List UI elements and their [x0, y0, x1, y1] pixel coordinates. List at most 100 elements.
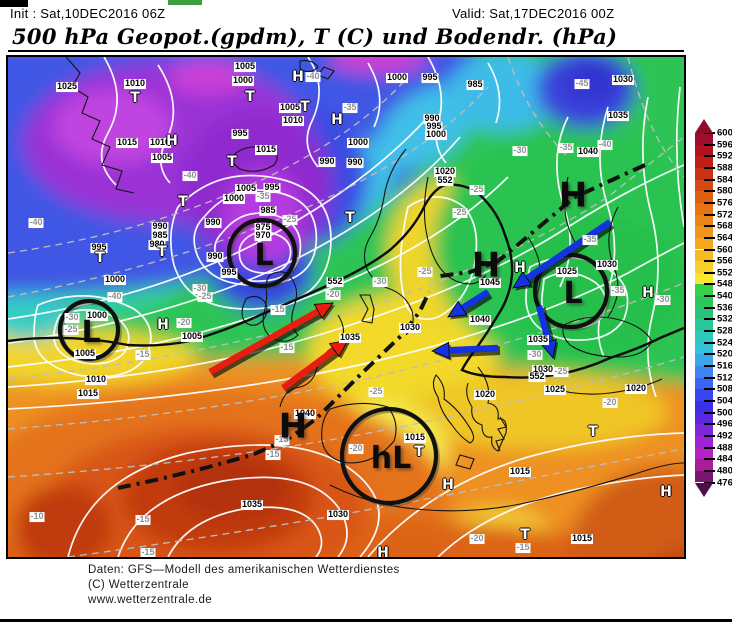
legend-value-label: 596	[717, 139, 732, 151]
legend-value-label: 496	[717, 418, 732, 430]
title-divider	[8, 50, 684, 52]
pressure-label: 1020	[473, 389, 497, 400]
pressure-label: 1005	[150, 152, 174, 163]
pressure-label: 1000	[385, 72, 409, 83]
annotated-high-symbol: H	[558, 175, 588, 216]
legend-band	[695, 214, 713, 227]
legend-band	[695, 459, 713, 471]
height-552-label: 552	[436, 175, 454, 186]
pressure-label: 1010	[84, 374, 108, 385]
low-marker-t: T	[414, 444, 424, 460]
legend-tick	[704, 318, 715, 321]
top-edge-scrap-green	[168, 0, 202, 5]
trough-line	[439, 163, 646, 278]
annotated-high-symbol: H	[278, 406, 308, 447]
low-marker-t: T	[520, 527, 530, 543]
legend-value-label: 592	[717, 150, 732, 162]
temperature-label: -30	[64, 312, 80, 323]
temperature-label: -35	[582, 234, 598, 245]
pressure-label: 1045	[478, 277, 502, 288]
warm-advection-arrow	[208, 308, 320, 375]
cold-advection-arrow	[447, 300, 468, 318]
pressure-label: 985	[466, 79, 484, 90]
pressure-label: 1030	[611, 74, 635, 85]
pressure-label: 990	[318, 156, 336, 167]
legend-value-label: 488	[717, 442, 732, 454]
temperature-label: -35	[610, 285, 626, 296]
pressure-label: 1020	[624, 383, 648, 394]
pressure-label: 1025	[55, 81, 79, 92]
legend-value-label: 476	[717, 477, 732, 488]
pressure-label: 1000	[222, 193, 246, 204]
warm-advection-arrow	[328, 339, 349, 358]
legend-arrow-down-icon	[695, 482, 713, 497]
temperature-label: -25	[63, 324, 79, 335]
pressure-label: 995	[421, 72, 439, 83]
pressure-label: 975	[254, 222, 272, 233]
footer-url: www.wetterzentrale.de	[88, 594, 213, 606]
low-marker-t: T	[588, 424, 598, 440]
legend-band	[695, 284, 713, 297]
low-marker-t: T	[178, 194, 188, 210]
annotation-circle	[339, 406, 439, 506]
legend-tick	[704, 155, 715, 158]
pressure-label: 1030	[531, 364, 555, 375]
annotated-low-symbol: L	[563, 276, 583, 312]
pressure-label: 1015	[76, 388, 100, 399]
legend-tick	[704, 271, 715, 274]
pressure-label: 970	[254, 230, 272, 241]
pressure-label: 1020	[433, 166, 457, 177]
temperature-label: -20	[348, 443, 364, 454]
legend-tick	[704, 213, 715, 216]
temperature-label: -30	[192, 283, 208, 294]
pressure-label: 1015	[254, 144, 278, 155]
pressure-label: 1005	[73, 348, 97, 359]
high-marker: H	[442, 477, 454, 493]
pressure-label: 995	[231, 128, 249, 139]
top-edge-scrap-dark	[0, 0, 28, 7]
low-marker-t: T	[345, 210, 355, 226]
legend-tick	[704, 260, 715, 263]
temperature-label: -25	[469, 184, 485, 195]
high-marker: H	[157, 317, 169, 333]
pressure-label: 990	[151, 221, 169, 232]
temperature-label: -40	[597, 139, 613, 150]
legend-tick	[704, 225, 715, 228]
legend-band	[695, 296, 713, 308]
high-marker: H	[660, 484, 672, 500]
map-canvas: 1025 1010 1005 1000 1000 995 985 1030 1035 1005 10…	[6, 55, 686, 559]
pressure-label: 1015	[508, 466, 532, 477]
temperature-label: -45	[574, 78, 590, 89]
pressure-label: 1000	[231, 75, 255, 86]
map-labels-layer: 1025 1010 1005 1000 1000 995 985 1030 1035 1005 10…	[8, 57, 684, 557]
pressure-label: 1030	[398, 322, 422, 333]
footer-data-source: Daten: GFS—Modell des amerikanischen Wet…	[88, 564, 400, 576]
temperature-label: -15	[135, 514, 151, 525]
legend-value-label: 504	[717, 395, 732, 407]
legend-band	[695, 435, 713, 448]
legend-band	[695, 226, 713, 238]
legend-band	[695, 342, 713, 355]
legend-band	[695, 366, 713, 378]
legend-band	[695, 202, 713, 215]
legend-value-label: 512	[717, 372, 732, 384]
legend-tick	[704, 248, 715, 251]
pressure-label: 1010	[148, 137, 172, 148]
temperature-label: -30	[512, 145, 528, 156]
valid-time-label: Valid: Sat,17DEC2016 00Z	[452, 6, 615, 21]
cold-advection-arrow	[431, 341, 450, 359]
high-marker: H	[331, 112, 343, 128]
cold-advection-arrow	[525, 219, 612, 282]
temperature-label: -15	[515, 542, 531, 553]
footer-copyright: (C) Wetterzentrale	[88, 579, 189, 591]
pressure-label: 990	[204, 217, 222, 228]
legend-tick	[704, 446, 715, 449]
legend-value-label: 536	[717, 302, 732, 314]
pressure-label: 1005	[233, 61, 257, 72]
pressure-label: 1035	[240, 499, 264, 510]
legend-tick	[704, 341, 715, 344]
legend-tick	[704, 283, 715, 286]
temperature-label: -20	[176, 317, 192, 328]
annotation-circle	[226, 217, 298, 289]
legend-value-label: 484	[717, 453, 732, 465]
